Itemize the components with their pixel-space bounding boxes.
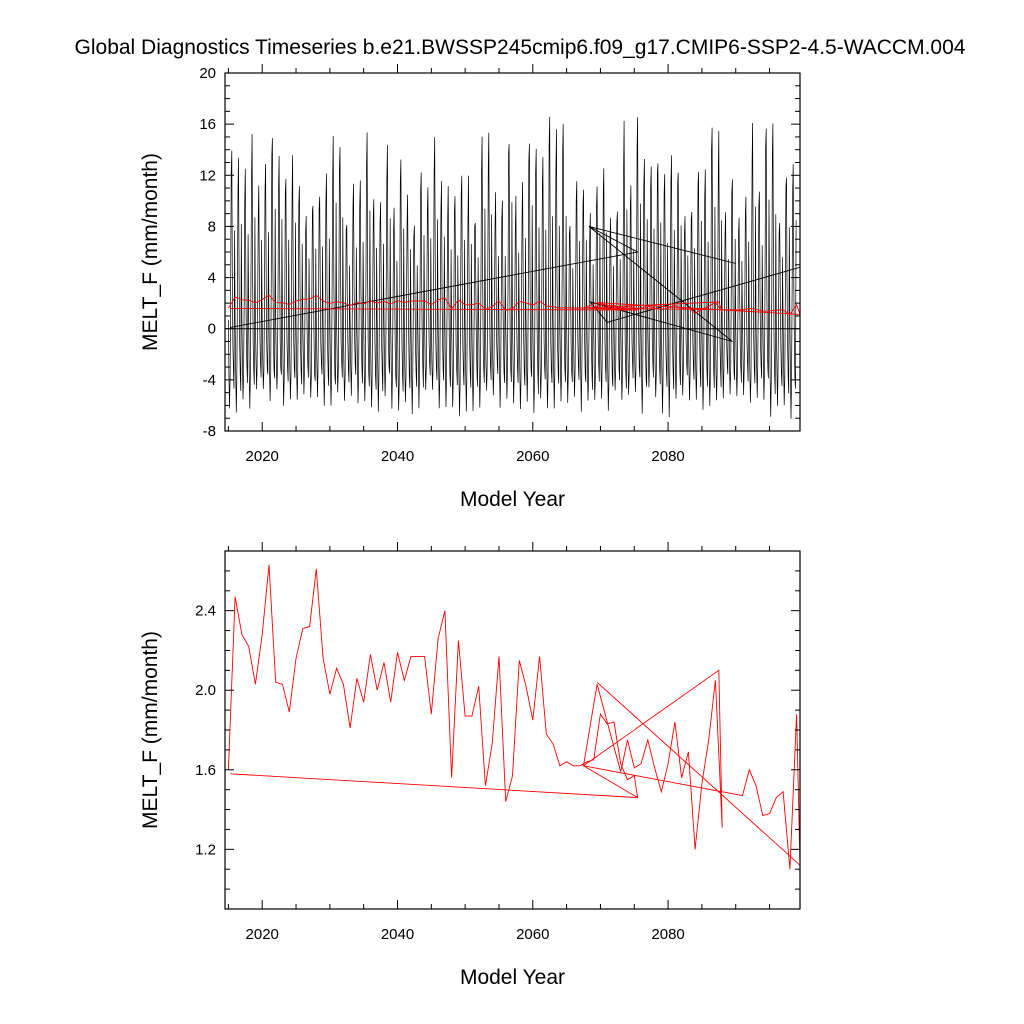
x-axis-title: Model Year bbox=[460, 488, 565, 511]
x-tick-label: 2040 bbox=[381, 448, 414, 465]
x-axis-title: Model Year bbox=[460, 966, 565, 989]
monthly-wrap-line-0 bbox=[230, 225, 800, 342]
y-tick-label: -8 bbox=[203, 423, 216, 440]
y-tick-label: 12 bbox=[199, 167, 216, 184]
x-tick-label: 2020 bbox=[246, 926, 279, 943]
x-tick-label: 2060 bbox=[516, 926, 549, 943]
annual-mean-series-line bbox=[227, 564, 800, 870]
y-tick-label: 0 bbox=[208, 321, 216, 338]
y-tick-label: 8 bbox=[208, 218, 216, 235]
y-axis-title: MELT_F (mm/month) bbox=[139, 153, 162, 351]
x-tick-label: 2020 bbox=[246, 448, 279, 465]
y-tick-label: 20 bbox=[199, 65, 216, 82]
plot-frame bbox=[224, 550, 801, 910]
y-axis-title: MELT_F (mm/month) bbox=[139, 631, 162, 829]
x-tick-label: 2080 bbox=[651, 926, 684, 943]
y-tick-label: 1.6 bbox=[195, 762, 216, 779]
y-tick-label: -4 bbox=[203, 372, 216, 389]
monthly-series-line bbox=[228, 116, 797, 419]
y-tick-label: 16 bbox=[199, 116, 216, 133]
x-tick-label: 2040 bbox=[381, 926, 414, 943]
y-tick-label: 4 bbox=[208, 270, 216, 287]
monthly-timeseries-panel: 2020 2040 2060 2080 -8 -4 0 4 8 12 16 20 Model Year M… bbox=[139, 64, 801, 511]
y-tick-label: 1.2 bbox=[195, 841, 216, 858]
y-tick-label: 2.0 bbox=[195, 682, 216, 699]
annual-mean-timeseries-panel: 2020 2040 2060 2080 1.2 1.6 2.0 2.4 Model Year ME… bbox=[139, 542, 801, 989]
figure-title: Global Diagnostics Timeseries b.e21.BWSS… bbox=[74, 36, 966, 59]
x-tick-label: 2060 bbox=[516, 448, 549, 465]
annual-mean-series-line bbox=[228, 294, 800, 316]
y-tick-label: 2.4 bbox=[195, 603, 216, 620]
plot-area bbox=[228, 116, 800, 419]
x-tick-label: 2080 bbox=[651, 448, 684, 465]
plot-area bbox=[227, 564, 800, 870]
